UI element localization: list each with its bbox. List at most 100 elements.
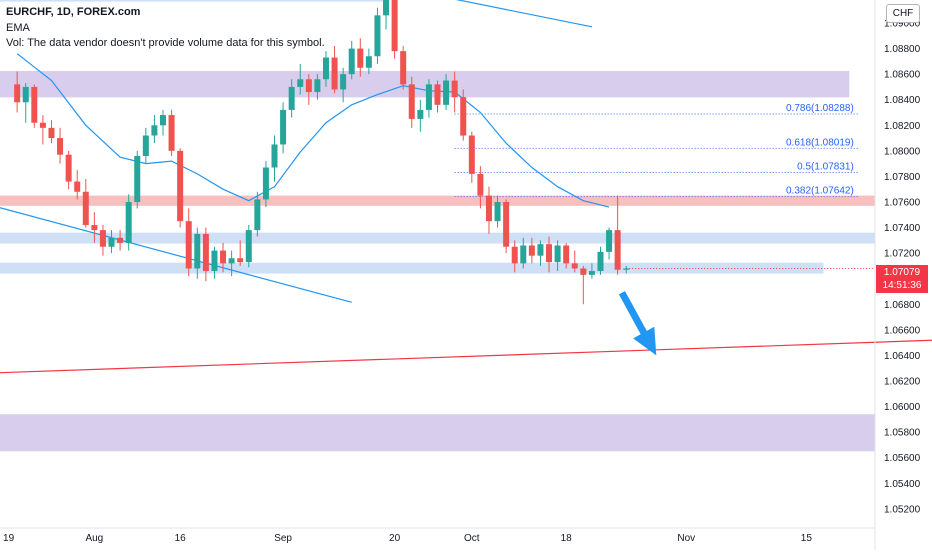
candle-body bbox=[597, 251, 604, 272]
candle-body bbox=[383, 0, 390, 16]
candle-body bbox=[623, 268, 630, 270]
candle-body bbox=[142, 135, 149, 156]
price-tick-label: 1.08200 bbox=[884, 121, 921, 132]
candle-body bbox=[185, 221, 192, 269]
candle-body bbox=[503, 201, 510, 247]
candle-body bbox=[159, 115, 166, 126]
candle-body bbox=[237, 258, 244, 263]
candle-body bbox=[262, 167, 269, 200]
candle-body bbox=[228, 258, 235, 264]
candle-body bbox=[211, 250, 218, 272]
candle-body bbox=[31, 86, 38, 123]
lower-channel-line bbox=[0, 207, 352, 303]
price-tick-label: 1.08600 bbox=[884, 70, 921, 81]
price-tick-label: 1.07400 bbox=[884, 223, 921, 234]
zone-rect bbox=[0, 262, 824, 274]
forecast-arrow bbox=[618, 291, 657, 356]
candle-body bbox=[65, 154, 72, 182]
time-axis[interactable]: 19 Aug 16 Sep 20 Oct 18 Nov 15 bbox=[0, 527, 875, 544]
price-tick-label: 1.06200 bbox=[884, 376, 921, 387]
price-tick-label: 1.07800 bbox=[884, 172, 921, 183]
fib-label: 0.5(1.07831) bbox=[797, 161, 854, 172]
time-tick-label: 20 bbox=[389, 533, 401, 544]
candle-body bbox=[408, 84, 415, 119]
price-tick-label: 1.08400 bbox=[884, 95, 921, 106]
candle-body bbox=[39, 122, 46, 128]
candle-body bbox=[571, 263, 578, 269]
candle-body bbox=[537, 244, 544, 256]
time-tick-label: Sep bbox=[274, 533, 292, 544]
candle-body bbox=[434, 84, 441, 105]
zone-rect bbox=[0, 195, 875, 206]
last-price-tag: 1.07079 14:51:36 bbox=[876, 265, 928, 293]
price-tick-label: 1.09000 bbox=[884, 19, 921, 30]
candle-body bbox=[57, 138, 64, 155]
time-tick-label: 15 bbox=[801, 533, 813, 544]
candle-body bbox=[528, 245, 535, 256]
candle-body bbox=[425, 84, 432, 110]
candle-body bbox=[588, 271, 595, 275]
candle-body bbox=[460, 97, 467, 136]
candle-body bbox=[22, 86, 29, 103]
candle-body bbox=[280, 109, 287, 145]
candle-body bbox=[177, 150, 184, 222]
candle-body bbox=[477, 173, 484, 196]
currency-button[interactable]: CHF bbox=[886, 4, 920, 23]
candle-body bbox=[194, 233, 201, 269]
candle-body bbox=[288, 86, 295, 110]
candle-body bbox=[451, 80, 458, 98]
red-support-line bbox=[0, 339, 932, 374]
candles bbox=[14, 0, 630, 305]
fib-label: 0.618(1.08019) bbox=[786, 137, 854, 148]
trendlines bbox=[0, 0, 932, 374]
candle-body bbox=[400, 51, 407, 85]
zone-rect bbox=[0, 232, 875, 244]
time-tick-label: Oct bbox=[464, 533, 480, 544]
time-tick-label: 19 bbox=[3, 533, 15, 544]
ema-legend[interactable]: EMA bbox=[6, 22, 30, 34]
symbol-title[interactable]: EURCHF, 1D, FOREX.com bbox=[6, 6, 141, 18]
candle-body bbox=[374, 15, 381, 57]
price-tick-label: 1.07600 bbox=[884, 197, 921, 208]
candle-body bbox=[340, 74, 347, 90]
candle-body bbox=[99, 230, 106, 247]
time-tick-label: Aug bbox=[85, 533, 103, 544]
candle-body bbox=[117, 237, 124, 243]
candle-body bbox=[134, 155, 141, 202]
candle-body bbox=[125, 201, 132, 243]
candle-body bbox=[494, 201, 501, 222]
price-tick-label: 1.06400 bbox=[884, 351, 921, 362]
fibonacci-levels: 0.786(1.08288) 0.618(1.08019) 0.5(1.07831)… bbox=[454, 103, 858, 198]
candle-body bbox=[614, 230, 621, 270]
candle-body bbox=[202, 233, 209, 272]
zone-rect bbox=[0, 414, 875, 452]
candle-body bbox=[331, 57, 338, 90]
price-tick-label: 1.07200 bbox=[884, 249, 921, 260]
candle-body bbox=[348, 48, 355, 75]
bar-countdown: 14:51:36 bbox=[882, 280, 922, 291]
candle-body bbox=[245, 230, 252, 263]
candle-body bbox=[297, 79, 304, 87]
candle-body bbox=[254, 199, 261, 231]
candle-body bbox=[365, 56, 372, 68]
zone-rect bbox=[0, 70, 850, 98]
candle-body bbox=[271, 144, 278, 168]
price-axis[interactable]: 1.09000 1.08800 1.08600 1.08400 1.08200 1.080… bbox=[874, 0, 921, 550]
candle-body bbox=[220, 250, 227, 264]
candle-body bbox=[606, 230, 613, 252]
candle-body bbox=[417, 109, 424, 119]
down-arrow bbox=[618, 291, 657, 356]
price-zones bbox=[0, 0, 875, 452]
price-tick-label: 1.08000 bbox=[884, 146, 921, 157]
candle-body bbox=[48, 127, 55, 139]
volume-note: Vol: The data vendor doesn't provide vol… bbox=[6, 37, 325, 49]
time-tick-label: 16 bbox=[175, 533, 187, 544]
fib-label: 0.786(1.08288) bbox=[786, 103, 854, 114]
candle-body bbox=[151, 125, 158, 136]
price-tick-label: 1.06600 bbox=[884, 325, 921, 336]
candle-body bbox=[322, 57, 329, 80]
candle-body bbox=[485, 195, 492, 222]
candle-body bbox=[511, 246, 518, 264]
